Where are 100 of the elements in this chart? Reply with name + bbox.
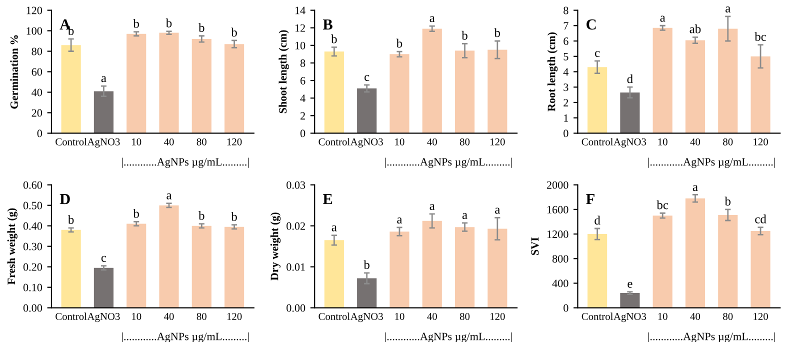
y-tick-label: 0.30 bbox=[23, 242, 42, 250]
annotation: a bbox=[430, 16, 435, 22]
annotation: e bbox=[628, 282, 632, 288]
y-tick-label: 60 bbox=[32, 68, 42, 76]
x-tick-label: 40 bbox=[427, 312, 437, 320]
chart-title: A bbox=[60, 19, 70, 30]
y-tick-label: 2000 bbox=[546, 181, 568, 189]
y-tick-label: 8 bbox=[300, 59, 306, 67]
annotation: b bbox=[724, 196, 731, 206]
annotation: d bbox=[627, 74, 633, 84]
annotation: a bbox=[430, 204, 435, 210]
y-tick-label: 0 bbox=[564, 130, 568, 138]
x-tick-label: 10 bbox=[132, 312, 142, 320]
x-tick-label: Control bbox=[56, 312, 87, 320]
annotation: b bbox=[364, 260, 370, 270]
x-tick-label: Control bbox=[582, 138, 614, 146]
annotation: a bbox=[726, 6, 730, 12]
x-tick-label: AgNO3 bbox=[350, 138, 383, 148]
x-tick-label: 40 bbox=[164, 312, 174, 320]
chart-title: F bbox=[586, 194, 594, 204]
chart-title: D bbox=[60, 194, 70, 204]
annotation: c bbox=[364, 74, 370, 81]
x-tick-label: 120 bbox=[490, 312, 505, 320]
y-tick-label: 1 bbox=[564, 114, 568, 122]
y-tick-label: 0 bbox=[37, 130, 42, 138]
annotation: b bbox=[198, 23, 204, 32]
annotation: a bbox=[397, 218, 402, 224]
x-tick-label: 40 bbox=[690, 312, 700, 320]
annotation: b bbox=[133, 19, 140, 28]
annotation: b bbox=[133, 209, 140, 218]
x-tick-label: 10 bbox=[132, 138, 142, 146]
x-tick-label: 40 bbox=[427, 138, 437, 146]
y-tick-label: 7 bbox=[564, 22, 568, 30]
x-tick-label: 80 bbox=[460, 138, 470, 146]
x-tick-label: 10 bbox=[395, 138, 404, 146]
x-tick-label: 120 bbox=[754, 312, 768, 320]
annotation: a bbox=[660, 16, 666, 22]
x-axis-title: |............AgNPs µg/mL.........| bbox=[648, 158, 775, 168]
x-tick-label: Control bbox=[56, 138, 87, 146]
x-tick-label: AgNO3 bbox=[87, 138, 120, 148]
x-tick-label: 80 bbox=[196, 138, 206, 146]
annotation: c bbox=[595, 51, 600, 58]
y-tick-label: 0 bbox=[564, 304, 568, 312]
y-axis-title: Germination % bbox=[10, 35, 18, 109]
x-tick-label: AgNO3 bbox=[614, 138, 646, 148]
x-tick-label: AgNO3 bbox=[87, 312, 120, 322]
y-tick-label: 4 bbox=[300, 94, 306, 102]
x-tick-label: Control bbox=[318, 312, 350, 320]
y-tick-label: 0.20 bbox=[23, 263, 42, 271]
y-tick-label: 2 bbox=[300, 112, 305, 120]
x-axis-title: |............AgNPs µg/mL.........| bbox=[122, 158, 249, 168]
y-tick-label: 0.00 bbox=[23, 304, 42, 312]
y-tick-label: 100 bbox=[26, 27, 42, 35]
x-tick-label: AgNO3 bbox=[614, 312, 646, 322]
x-axis-title: |............AgNPs µg/mL.........| bbox=[122, 332, 249, 342]
annotation: d bbox=[594, 216, 600, 225]
x-axis-title: |............AgNPs µg/mL.........| bbox=[648, 332, 775, 342]
y-axis-title: Fresh weight (g) bbox=[7, 208, 18, 285]
annotation: ab bbox=[690, 24, 701, 34]
y-tick-label: 14 bbox=[295, 6, 306, 14]
annotation: cd bbox=[755, 214, 766, 224]
annotation: b bbox=[231, 212, 237, 221]
y-tick-label: 0.03 bbox=[286, 181, 306, 189]
annotation: a bbox=[332, 225, 337, 232]
annotation: a bbox=[462, 213, 468, 220]
x-axis-title: |............AgNPs µg/mL.........| bbox=[385, 332, 512, 342]
y-tick-label: 0.00 bbox=[286, 304, 306, 312]
y-tick-label: 800 bbox=[552, 255, 568, 263]
x-tick-label: 120 bbox=[227, 312, 242, 320]
x-tick-label: 10 bbox=[395, 312, 404, 320]
annotation: bc bbox=[754, 32, 766, 41]
annotation: bc bbox=[656, 200, 668, 210]
x-tick-label: 80 bbox=[723, 138, 733, 146]
chart-title: B bbox=[322, 19, 332, 30]
chart-title: C bbox=[586, 19, 596, 30]
x-tick-label: 10 bbox=[658, 138, 668, 146]
y-tick-label: 0.10 bbox=[23, 284, 42, 292]
y-tick-label: 6 bbox=[564, 37, 568, 45]
x-tick-label: 80 bbox=[196, 312, 206, 320]
y-tick-label: 5 bbox=[564, 52, 568, 60]
annotation: b bbox=[166, 18, 172, 28]
x-tick-label: 80 bbox=[723, 312, 733, 320]
x-tick-label: 40 bbox=[690, 138, 700, 146]
y-tick-label: 40 bbox=[32, 88, 42, 96]
y-tick-label: 120 bbox=[26, 6, 42, 14]
y-tick-label: 3 bbox=[564, 84, 568, 92]
y-tick-label: 0 bbox=[300, 130, 306, 138]
y-tick-label: 400 bbox=[552, 280, 568, 288]
annotation: a bbox=[166, 193, 172, 200]
annotation: a bbox=[495, 208, 500, 214]
y-tick-label: 12 bbox=[295, 24, 305, 32]
y-tick-label: 4 bbox=[563, 68, 569, 76]
x-tick-label: AgNO3 bbox=[350, 312, 383, 322]
annotation: a bbox=[692, 185, 698, 192]
annotation: b bbox=[331, 34, 337, 44]
y-tick-label: 10 bbox=[295, 42, 306, 50]
annotation: b bbox=[494, 28, 500, 38]
x-tick-label: Control bbox=[318, 138, 350, 146]
annotation: b bbox=[231, 28, 237, 37]
y-tick-label: 1200 bbox=[547, 230, 568, 238]
